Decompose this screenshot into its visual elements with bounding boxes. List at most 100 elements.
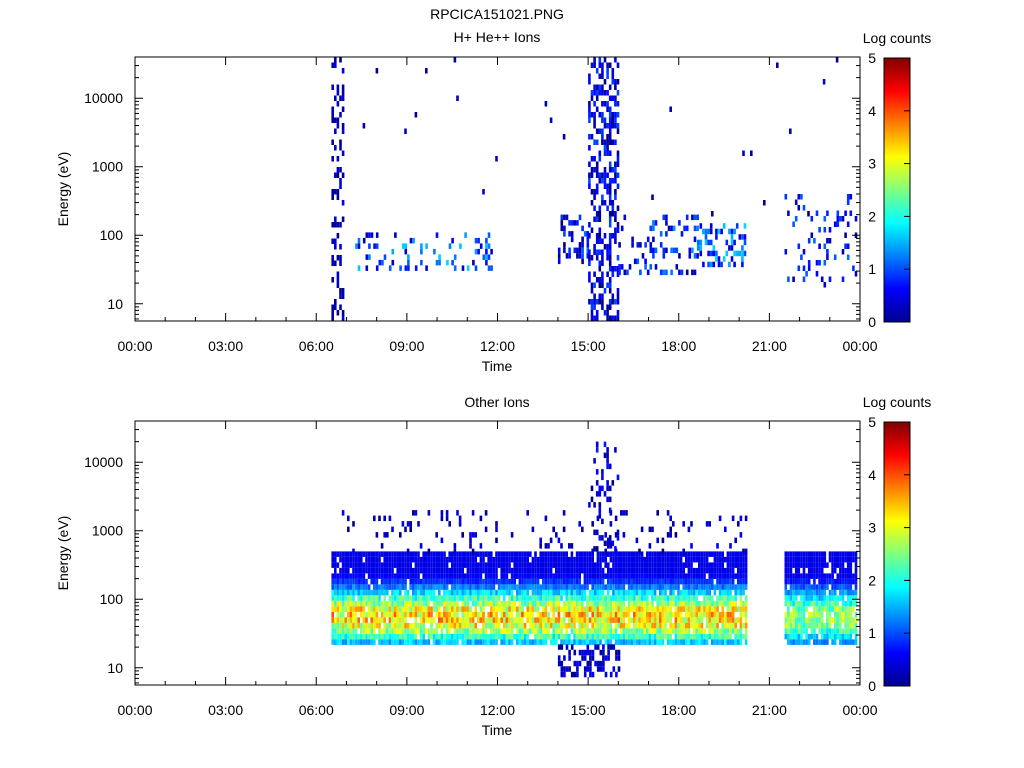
heatmap-cell	[349, 617, 353, 623]
heatmap-cell	[435, 562, 438, 568]
heatmap-cell	[557, 578, 561, 585]
heatmap-cell	[391, 562, 394, 568]
heatmap-cell	[451, 237, 454, 244]
heatmap-cell	[656, 556, 659, 563]
heatmap-cell	[339, 167, 342, 173]
heatmap-cell	[713, 639, 717, 645]
heatmap-cell	[406, 606, 410, 612]
heatmap-cell	[620, 225, 624, 232]
heatmap-cell	[445, 628, 449, 634]
heatmap-cell	[737, 556, 740, 563]
heatmap-cell	[419, 639, 423, 645]
heatmap-cell	[601, 622, 605, 629]
heatmap-cell	[555, 573, 558, 579]
heatmap-cell	[635, 639, 639, 645]
heatmap-cell	[536, 639, 540, 645]
heatmap-cell	[739, 622, 743, 629]
heatmap-cell	[653, 633, 657, 640]
heatmap-cell	[690, 573, 693, 579]
heatmap-cell	[354, 578, 358, 585]
heatmap-cell	[339, 567, 342, 574]
heatmap-cell	[794, 622, 798, 629]
heatmap-cell	[679, 567, 683, 574]
heatmap-cell	[617, 573, 620, 579]
heatmap-cell	[336, 633, 340, 640]
heatmap-cell	[396, 578, 399, 585]
heatmap-cell	[797, 205, 801, 211]
heatmap-cell	[643, 639, 646, 645]
heatmap-cell	[640, 639, 644, 645]
heatmap-cell	[349, 589, 353, 596]
heatmap-cell	[440, 573, 444, 579]
heatmap-cell	[336, 282, 340, 288]
colorbar-tick-label: 4	[868, 467, 876, 483]
heatmap-cell	[823, 578, 827, 585]
heatmap-cell	[622, 639, 626, 645]
heatmap-cell	[484, 628, 488, 634]
heatmap-cell	[334, 595, 337, 601]
heatmap-cell	[730, 228, 734, 235]
heatmap-cell	[718, 551, 722, 557]
heatmap-cell	[638, 639, 641, 645]
heatmap-cell	[606, 62, 609, 68]
heatmap-cell	[826, 628, 829, 634]
heatmap-cell	[611, 178, 615, 184]
heatmap-cell	[692, 551, 696, 557]
heatmap-cell	[445, 617, 449, 623]
heatmap-cell	[716, 562, 719, 568]
heatmap-cell	[815, 271, 819, 277]
heatmap-cell	[388, 633, 392, 640]
heatmap-cell	[700, 639, 704, 645]
heatmap-cell	[598, 73, 602, 79]
heatmap-cell	[357, 237, 361, 244]
heatmap-cell	[360, 628, 363, 634]
heatmap-cell	[648, 567, 652, 574]
heatmap-cell	[729, 589, 732, 596]
heatmap-cell	[854, 567, 858, 574]
heatmap-cell	[513, 595, 516, 601]
heatmap-cell	[510, 595, 514, 601]
heatmap-cell	[818, 606, 821, 612]
heatmap-cell	[669, 551, 672, 557]
heatmap-cell	[598, 57, 602, 63]
heatmap-cell	[708, 622, 711, 629]
heatmap-cell	[432, 556, 436, 563]
heatmap-cell	[737, 584, 740, 590]
heatmap-cell	[510, 633, 514, 640]
heatmap-cell	[375, 551, 379, 557]
heatmap-cell	[588, 117, 591, 123]
heatmap-cell	[711, 211, 714, 217]
heatmap-cell	[565, 578, 568, 585]
heatmap-cell	[542, 617, 545, 623]
heatmap-cell	[443, 556, 446, 563]
colorbar-tick-label: 2	[868, 208, 876, 224]
heatmap-cell	[638, 595, 641, 601]
heatmap-cell	[591, 578, 594, 585]
heatmap-cell	[513, 562, 516, 568]
heatmap-cell	[643, 628, 646, 634]
heatmap-cell	[469, 573, 472, 579]
heatmap-cell	[352, 622, 355, 629]
heatmap-cell	[721, 633, 724, 640]
heatmap-cell	[453, 548, 457, 555]
heatmap-cell	[427, 551, 431, 557]
heatmap-cell	[695, 551, 698, 557]
heatmap-cell	[695, 606, 698, 612]
heatmap-cell	[521, 606, 524, 612]
heatmap-cell	[599, 639, 602, 645]
heatmap-cell	[665, 214, 668, 221]
heatmap-cell	[716, 633, 719, 640]
heatmap-cell	[846, 628, 850, 634]
heatmap-cell	[718, 633, 722, 640]
heatmap-cell	[640, 633, 644, 640]
heatmap-cell	[643, 578, 646, 585]
heatmap-cell	[734, 556, 737, 563]
heatmap-cell	[422, 633, 425, 640]
y-tick-label: 1000	[92, 523, 123, 539]
heatmap-cell	[635, 578, 639, 585]
heatmap-cell	[677, 595, 680, 601]
heatmap-cell	[721, 562, 724, 568]
heatmap-cell	[742, 611, 745, 618]
